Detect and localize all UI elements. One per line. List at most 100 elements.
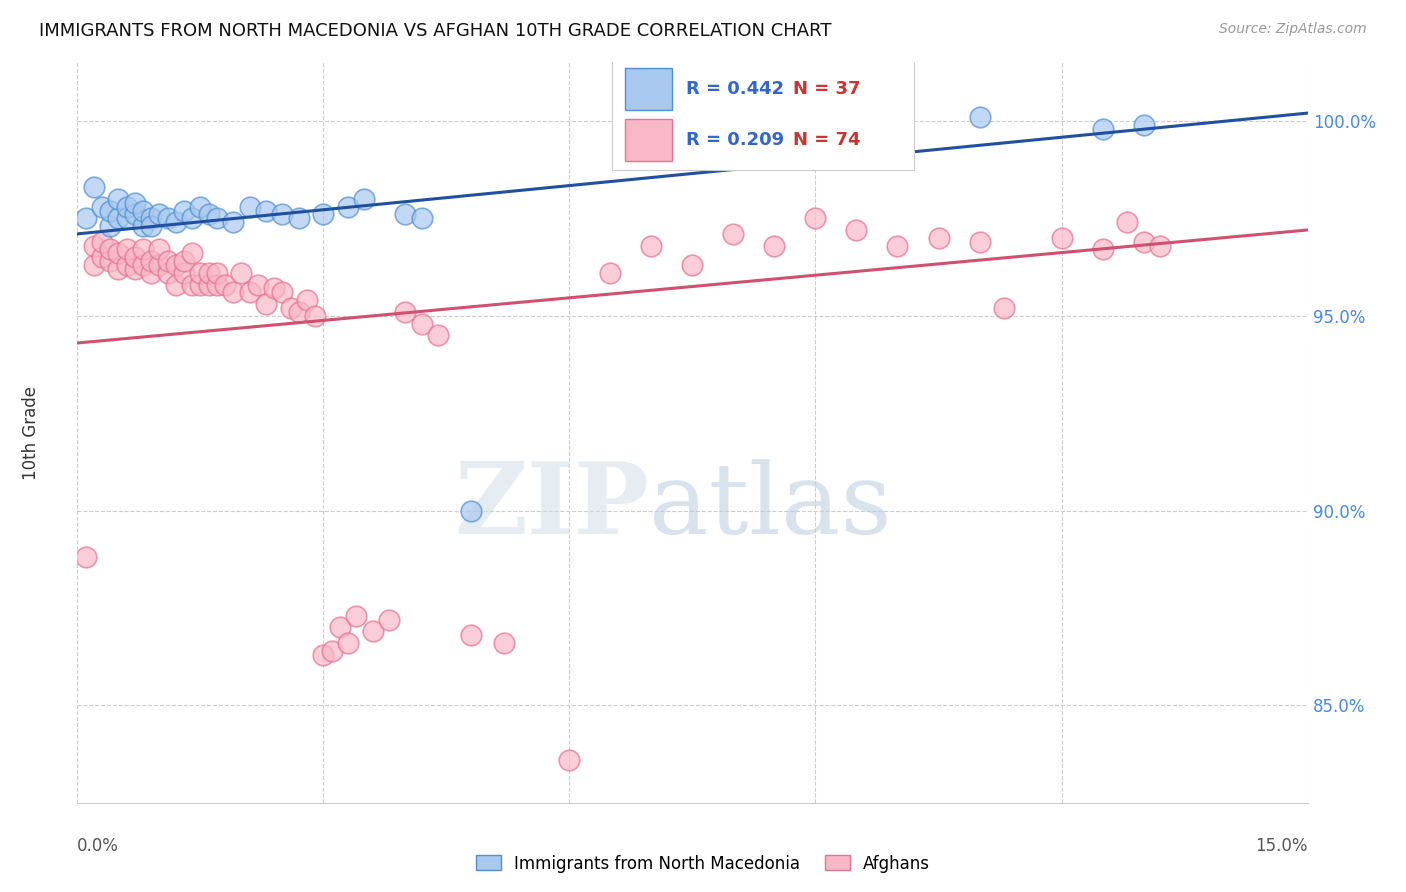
- Point: [353, 192, 375, 206]
- Point: [188, 277, 212, 292]
- Point: [115, 258, 138, 272]
- Point: [156, 266, 179, 280]
- Point: [107, 246, 129, 260]
- Point: [107, 262, 129, 277]
- Point: [271, 285, 294, 300]
- Point: [124, 250, 146, 264]
- Point: [107, 192, 129, 206]
- Text: 0.0%: 0.0%: [77, 837, 120, 855]
- Point: [205, 211, 228, 226]
- Text: R = 0.209: R = 0.209: [686, 131, 785, 149]
- Point: [222, 285, 245, 300]
- Point: [329, 620, 352, 634]
- Point: [83, 258, 105, 272]
- Point: [148, 258, 170, 272]
- Point: [394, 207, 416, 221]
- Point: [205, 277, 228, 292]
- Bar: [624, 120, 672, 161]
- Bar: [624, 68, 672, 110]
- Point: [460, 628, 482, 642]
- Point: [682, 258, 704, 272]
- Point: [321, 644, 343, 658]
- Text: Source: ZipAtlas.com: Source: ZipAtlas.com: [1219, 22, 1367, 37]
- Point: [969, 110, 991, 124]
- Point: [115, 211, 138, 226]
- Point: [165, 215, 187, 229]
- Point: [337, 636, 360, 650]
- Point: [165, 258, 187, 272]
- Point: [271, 207, 294, 221]
- Point: [263, 281, 285, 295]
- Point: [288, 211, 311, 226]
- Point: [188, 266, 212, 280]
- Text: 15.0%: 15.0%: [1256, 837, 1308, 855]
- Point: [132, 203, 155, 218]
- Point: [1149, 238, 1171, 252]
- Point: [928, 231, 950, 245]
- Point: [205, 266, 228, 280]
- Point: [148, 207, 170, 221]
- Point: [132, 243, 155, 257]
- Point: [197, 277, 219, 292]
- Point: [344, 608, 367, 623]
- Point: [492, 636, 515, 650]
- Point: [197, 207, 219, 221]
- Point: [460, 503, 482, 517]
- Point: [288, 305, 311, 319]
- Point: [295, 293, 318, 307]
- Point: [254, 297, 277, 311]
- Point: [886, 238, 908, 252]
- Point: [640, 238, 662, 252]
- Point: [124, 262, 146, 277]
- Point: [222, 215, 245, 229]
- Text: N = 37: N = 37: [793, 79, 860, 98]
- Point: [411, 211, 433, 226]
- Point: [98, 243, 121, 257]
- Point: [231, 266, 253, 280]
- Legend: Immigrants from North Macedonia, Afghans: Immigrants from North Macedonia, Afghans: [470, 848, 936, 880]
- Point: [83, 238, 105, 252]
- Point: [181, 246, 204, 260]
- Point: [181, 211, 204, 226]
- Point: [98, 203, 121, 218]
- Point: [188, 200, 212, 214]
- Point: [75, 211, 97, 226]
- Point: [181, 277, 204, 292]
- Point: [427, 328, 450, 343]
- Point: [969, 235, 991, 249]
- Text: N = 74: N = 74: [793, 131, 860, 149]
- Point: [173, 254, 195, 268]
- Point: [141, 266, 163, 280]
- Point: [214, 277, 236, 292]
- Point: [337, 200, 360, 214]
- FancyBboxPatch shape: [613, 61, 914, 169]
- Point: [115, 200, 138, 214]
- Point: [1132, 235, 1154, 249]
- Text: ZIP: ZIP: [454, 458, 650, 555]
- Point: [148, 243, 170, 257]
- Point: [1050, 231, 1073, 245]
- Point: [90, 200, 114, 214]
- Point: [411, 317, 433, 331]
- Text: atlas: atlas: [650, 458, 893, 555]
- Point: [246, 277, 269, 292]
- Point: [156, 211, 179, 226]
- Point: [132, 219, 155, 233]
- Point: [83, 180, 105, 194]
- Point: [1132, 118, 1154, 132]
- Point: [845, 223, 868, 237]
- Point: [239, 285, 262, 300]
- Point: [124, 207, 146, 221]
- Point: [141, 254, 163, 268]
- Point: [141, 219, 163, 233]
- Point: [90, 250, 114, 264]
- Point: [165, 277, 187, 292]
- Point: [173, 203, 195, 218]
- Point: [141, 211, 163, 226]
- Point: [280, 301, 302, 315]
- Point: [1116, 215, 1139, 229]
- Point: [558, 753, 581, 767]
- Point: [156, 254, 179, 268]
- Point: [173, 266, 195, 280]
- Point: [312, 207, 335, 221]
